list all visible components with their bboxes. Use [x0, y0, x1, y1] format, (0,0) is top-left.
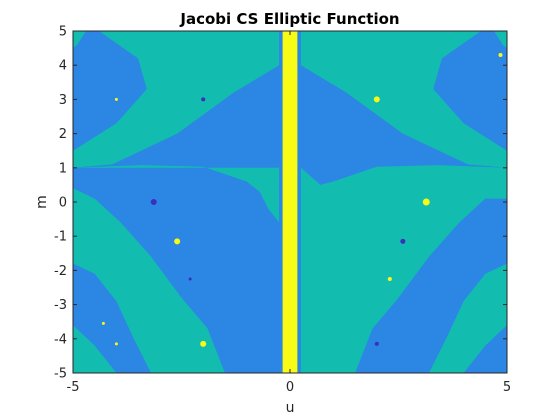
pole-strip: [282, 31, 298, 373]
contour-marker-8: [373, 96, 380, 103]
y-tick-label-5: 0: [59, 196, 67, 211]
contour-markers: [101, 52, 503, 347]
y-axis-label: m: [34, 195, 50, 209]
x-tick-label-1: 0: [286, 380, 294, 395]
chart-title: Jacobi CS Elliptic Function: [179, 10, 399, 28]
y-tick-label-4: -1: [54, 230, 67, 245]
contour-marker-7: [188, 277, 192, 281]
contour-regions: [73, 31, 507, 373]
contour-region-1: [73, 31, 280, 168]
y-tick-label-9: 4: [59, 59, 67, 74]
x-tick-label-2: 5: [503, 380, 511, 395]
y-tick-label-10: 5: [59, 25, 67, 40]
contour-marker-9: [422, 198, 430, 206]
contour-marker-4: [114, 97, 118, 101]
plot-area: [72, 30, 508, 374]
contour-region-8: [494, 31, 507, 49]
contour-marker-11: [387, 276, 392, 281]
contour-marker-3: [200, 340, 207, 347]
contour-region-7: [300, 31, 507, 168]
contour-marker-10: [400, 238, 406, 244]
contour-region-2: [73, 165, 280, 223]
contour-marker-6: [101, 321, 105, 325]
contour-marker-5: [114, 342, 118, 346]
x-axis-ticks: -5 0 5: [67, 31, 511, 395]
x-axis-label: u: [286, 400, 295, 416]
contour-marker-0: [150, 199, 157, 205]
y-tick-label-8: 3: [59, 93, 67, 108]
y-tick-label-1: -4: [54, 332, 67, 347]
contour-region-6: [428, 263, 507, 373]
y-tick-label-2: -3: [54, 298, 67, 313]
contour-marker-13: [498, 52, 503, 57]
contour-marker-1: [174, 238, 181, 245]
contour-marker-2: [201, 97, 206, 102]
y-axis-ticks: -5 -4 -3 -2 -1 0 1 2 3 4 5: [54, 25, 507, 382]
y-tick-label-0: -5: [54, 367, 67, 382]
contour-region-0: [73, 31, 86, 49]
contour-region-5: [300, 165, 507, 373]
y-tick-label-3: -2: [54, 264, 67, 279]
y-tick-label-6: 1: [59, 161, 67, 176]
contour-marker-12: [374, 341, 379, 346]
contour-region-3: [73, 188, 225, 373]
x-tick-label-0: -5: [67, 380, 80, 395]
contour-region-4: [73, 325, 117, 373]
y-tick-label-7: 2: [59, 127, 67, 142]
